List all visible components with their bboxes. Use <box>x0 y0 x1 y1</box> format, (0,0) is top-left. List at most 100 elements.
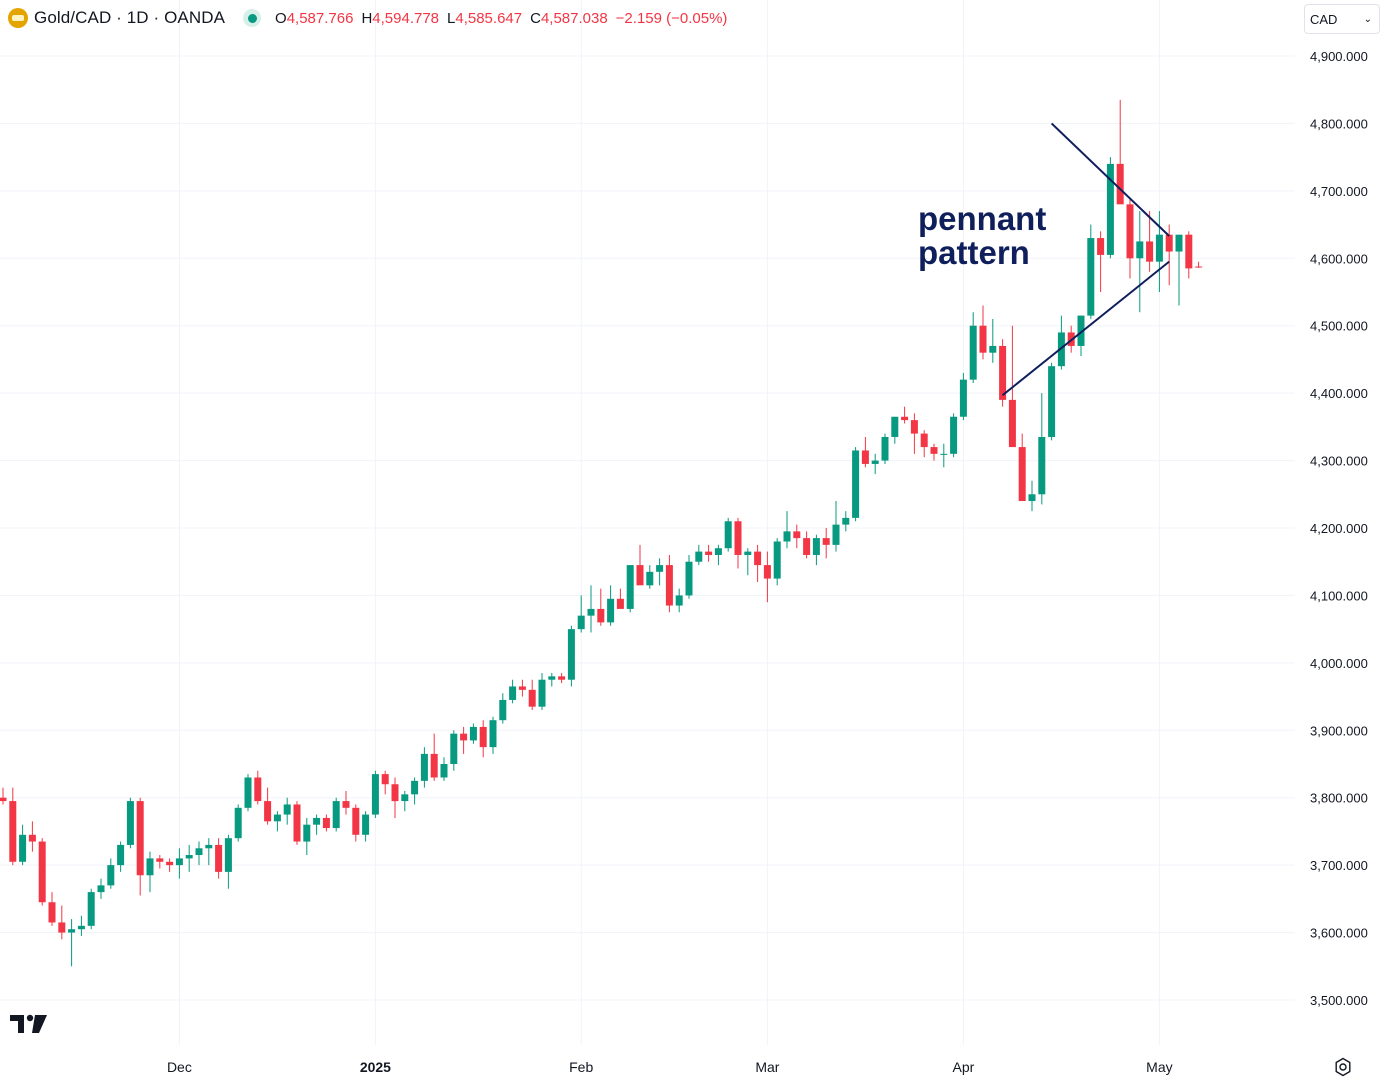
candle-body <box>254 777 262 802</box>
candle <box>959 372 967 421</box>
candle-body <box>714 548 722 555</box>
candle <box>362 811 370 842</box>
candle <box>812 534 820 566</box>
candle-body <box>675 595 683 606</box>
candle <box>891 416 899 444</box>
gold-bars-icon[interactable] <box>8 8 28 28</box>
candle-body <box>126 801 134 845</box>
candle-body <box>803 538 811 555</box>
price-tick-label: 4,400.000 <box>1310 386 1368 401</box>
candle <box>793 524 801 549</box>
candle <box>675 588 683 613</box>
candle <box>1136 211 1144 313</box>
candle <box>58 905 66 940</box>
candle <box>705 544 713 562</box>
candle <box>87 888 95 930</box>
candle <box>264 787 272 825</box>
candle-body <box>87 892 95 926</box>
candle <box>234 804 242 842</box>
candle <box>989 318 997 363</box>
candle-body <box>881 436 889 461</box>
candle-body <box>460 733 468 741</box>
candle-body <box>597 608 605 623</box>
candle <box>1028 480 1036 512</box>
currency-select[interactable]: CAD ⌄ <box>1304 4 1380 34</box>
candle-body <box>440 764 448 778</box>
price-tick-label: 4,000.000 <box>1310 656 1368 671</box>
candle <box>1087 224 1095 319</box>
candle-body <box>724 521 732 549</box>
candle <box>420 747 428 788</box>
close-value: 4,587.038 <box>540 9 608 27</box>
candle-body <box>175 858 183 866</box>
candle <box>224 834 232 889</box>
candle-body <box>734 521 742 555</box>
candle-body <box>479 726 487 748</box>
candle <box>518 679 526 697</box>
candle-body <box>352 807 360 835</box>
candle <box>626 565 634 613</box>
candle-body <box>1077 315 1085 346</box>
tradingview-logo-icon[interactable] <box>10 1013 48 1035</box>
candle <box>126 797 134 849</box>
candle-body <box>9 801 17 862</box>
candle-body <box>773 541 781 579</box>
settings-icon[interactable] <box>1333 1057 1353 1077</box>
time-tick-label: Apr <box>953 1059 975 1075</box>
candle <box>371 770 379 818</box>
candle-body <box>969 325 977 380</box>
candle-body <box>283 804 291 815</box>
candle-body <box>1126 204 1134 259</box>
candle-body <box>1018 447 1026 502</box>
candle <box>744 548 752 576</box>
candle-body <box>616 598 624 609</box>
candle-body <box>430 753 438 778</box>
candle <box>293 801 301 845</box>
candle <box>910 413 918 454</box>
candle-body <box>861 450 869 464</box>
candle-body <box>793 531 801 539</box>
candle <box>166 858 174 872</box>
candle-body <box>852 450 860 518</box>
candle <box>450 730 458 771</box>
candle-body <box>332 801 340 829</box>
candle-body <box>264 801 272 822</box>
candle <box>97 878 105 899</box>
candle <box>695 544 703 566</box>
time-axis[interactable]: Dec 2025 Feb Mar Apr May <box>167 1059 1173 1075</box>
candle <box>411 777 419 805</box>
candle-body <box>842 517 850 525</box>
price-tick-label: 4,300.000 <box>1310 454 1368 469</box>
candle-body <box>166 861 174 866</box>
candle <box>636 544 644 586</box>
price-axis[interactable]: 3,500.000 3,600.000 3,700.000 3,800.000 3,90… <box>1310 49 1368 1008</box>
candle-body <box>705 551 713 555</box>
candle <box>156 855 164 869</box>
candle <box>273 811 281 832</box>
candle-body <box>205 844 213 849</box>
candle <box>244 774 252 812</box>
symbol-title[interactable]: Gold/CAD · 1D · OANDA <box>34 8 226 27</box>
candle <box>19 824 27 866</box>
candle <box>822 528 830 559</box>
candle <box>68 919 76 967</box>
candle <box>969 312 977 384</box>
candle-body <box>185 855 193 859</box>
candle-body <box>989 345 997 353</box>
price-tick-label: 3,800.000 <box>1310 791 1368 806</box>
price-tick-label: 4,700.000 <box>1310 184 1368 199</box>
candle <box>38 838 46 906</box>
candle-body <box>107 865 115 886</box>
annotation-line-1: pennant <box>918 200 1046 237</box>
candle <box>1106 157 1114 259</box>
open-label: O <box>275 9 287 27</box>
candle-body <box>509 686 517 700</box>
market-status-icon[interactable] <box>243 9 262 27</box>
candle-body <box>940 453 948 455</box>
candle-body <box>1087 238 1095 316</box>
candle-body <box>1038 436 1046 495</box>
candle-body <box>999 345 1007 400</box>
candle-body <box>381 774 389 785</box>
candle <box>1008 325 1016 448</box>
